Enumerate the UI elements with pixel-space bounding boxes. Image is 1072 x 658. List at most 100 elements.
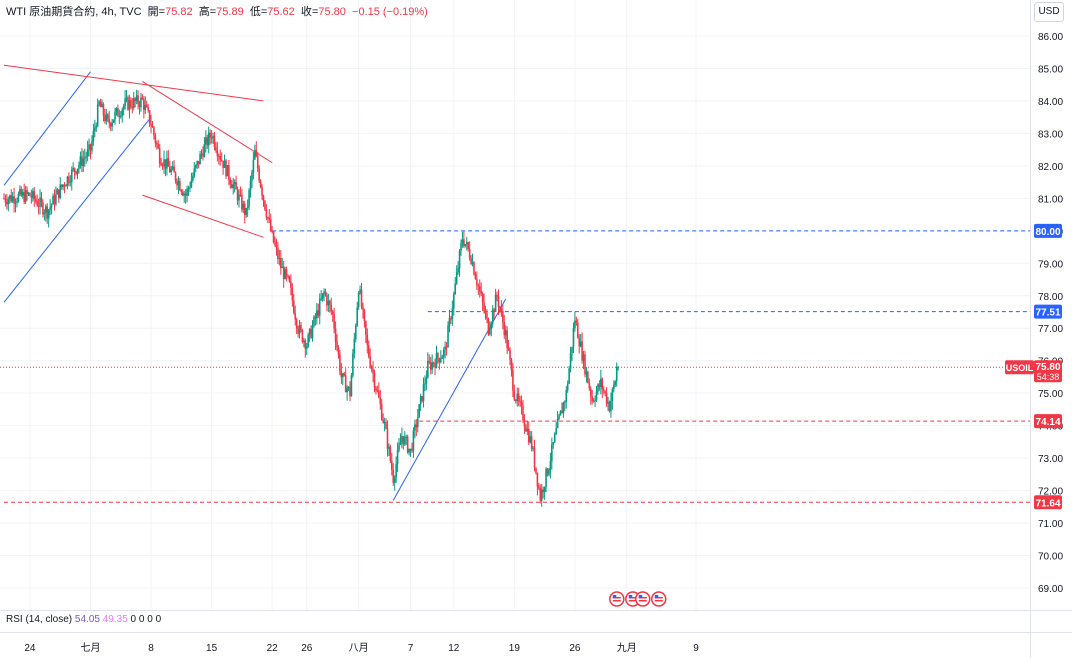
candle-body: [66, 176, 69, 186]
candle-body: [484, 310, 487, 314]
candle-body: [192, 176, 194, 181]
interval-label[interactable]: 4h: [101, 6, 114, 18]
candle-body: [516, 393, 519, 402]
candle-body: [16, 201, 18, 203]
candle-body: [589, 388, 592, 397]
candle-body: [575, 320, 578, 323]
candle-body: [476, 279, 478, 286]
candle-body: [419, 395, 422, 405]
candle-body: [269, 219, 272, 231]
price-tick-label: 84.00: [1038, 97, 1063, 108]
candle-body: [527, 428, 530, 443]
candle-body: [514, 399, 517, 402]
candle-body: [331, 311, 334, 315]
candle-body: [602, 389, 605, 392]
candle-body: [572, 328, 575, 347]
candle-body: [167, 158, 170, 167]
candle-body: [556, 418, 559, 429]
candle-body: [196, 161, 198, 166]
candle-body: [104, 115, 106, 122]
candle-body: [205, 137, 207, 145]
candle-body: [83, 157, 86, 159]
us-flag-event-icon[interactable]: [609, 591, 625, 607]
time-tick-label: 九月: [617, 642, 637, 654]
candle-body: [565, 390, 568, 402]
candle-body: [212, 135, 214, 139]
event-icons[interactable]: [609, 591, 667, 607]
candle-body: [245, 208, 247, 215]
candle-body: [85, 156, 87, 158]
candle-body: [294, 313, 297, 320]
us-flag-event-icon[interactable]: [635, 591, 651, 607]
rsi-legend[interactable]: RSI (14, close) 54.05 49.35 0 0 0 0: [6, 614, 161, 625]
candle-body: [499, 306, 501, 309]
candle-body: [344, 375, 347, 393]
candle-body: [47, 209, 50, 219]
candle-body: [95, 125, 98, 128]
candle-body: [424, 383, 426, 385]
candle-body: [457, 268, 459, 273]
candle-body: [265, 209, 268, 218]
candle-body: [339, 354, 341, 372]
time-axis[interactable]: 24 七月 8 15 22 26 八月 7 12 19 26 九月 9: [0, 610, 1072, 655]
candle-body: [422, 384, 425, 402]
candle-body: [425, 377, 428, 384]
candle-body: [230, 184, 233, 189]
price-tick-label: 79.00: [1038, 259, 1063, 270]
high-label: 高: [198, 6, 210, 18]
candle-body: [137, 95, 139, 105]
candle-body: [598, 384, 601, 388]
symbol-name[interactable]: WTI 原油期貨合約: [6, 6, 96, 18]
candle-body: [30, 195, 33, 198]
candle-body: [428, 361, 431, 363]
candle-body: [42, 202, 44, 215]
candle-body: [301, 329, 304, 342]
candle-body: [429, 362, 432, 370]
candle-body: [57, 189, 60, 198]
candle-body: [539, 488, 542, 501]
candle-body: [497, 296, 500, 307]
us-flag-event-icon[interactable]: [651, 591, 667, 607]
candle-body: [494, 294, 497, 312]
price-tick-label: 73.00: [1038, 454, 1063, 465]
candle-body: [229, 179, 232, 185]
candle-body: [259, 180, 262, 187]
candle-body: [107, 114, 109, 119]
candle-body: [304, 340, 307, 350]
candle-body: [353, 338, 356, 354]
candle-body: [108, 118, 111, 124]
candle-body: [558, 415, 560, 419]
candle-body: [19, 189, 21, 195]
candle-body: [401, 435, 403, 443]
candle-body: [360, 289, 363, 307]
candle-body: [520, 402, 523, 406]
candle-body: [507, 348, 510, 351]
candle-body: [313, 316, 315, 326]
currency-button[interactable]: USD: [1034, 2, 1064, 22]
last-price-box: [1034, 360, 1062, 383]
candle-body: [334, 328, 337, 342]
candle-body: [14, 202, 17, 204]
candle-body: [105, 114, 108, 122]
candle-body: [261, 186, 263, 196]
candle-body: [216, 150, 219, 156]
time-tick-label: 26: [301, 643, 313, 654]
price-label-text: 80.00: [1035, 227, 1060, 238]
candle-body: [135, 95, 138, 102]
candle-body: [441, 356, 444, 359]
trendline: [3, 64, 264, 102]
candle-body: [582, 354, 585, 361]
candle-body: [278, 257, 281, 259]
candle-body: [506, 330, 508, 349]
candle-body: [562, 402, 565, 414]
price-label-box: [1034, 304, 1062, 319]
candle-body: [568, 368, 570, 384]
candle-body: [144, 104, 147, 110]
price-axis[interactable]: 86.00 85.00 84.00 83.00 82.00 81.00 80.00 79.00…: [1030, 0, 1064, 658]
time-tick-label: 19: [509, 643, 521, 654]
candle-body: [68, 176, 70, 183]
candle-body: [388, 446, 390, 449]
candle-body: [88, 144, 90, 150]
candle-body: [346, 388, 348, 393]
